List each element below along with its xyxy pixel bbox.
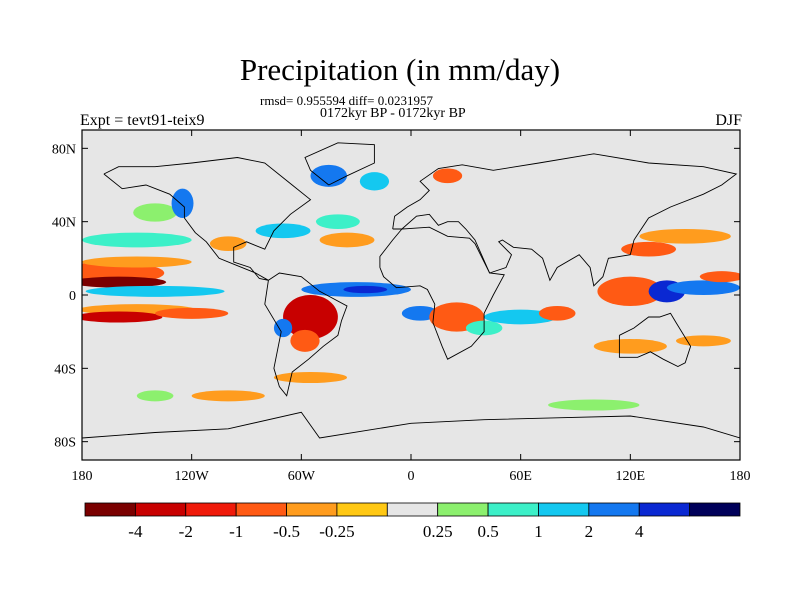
- continent-outline: [264, 272, 348, 397]
- anomaly-region: [343, 285, 388, 294]
- anomaly-region: [155, 307, 229, 319]
- colorbar-swatch: [689, 502, 741, 517]
- anomaly-region: [666, 280, 740, 295]
- colorbar: -4 -2 -1 -0.5 -0.25 0.25 0.5 1 2 4: [84, 502, 741, 541]
- anomaly-region: [699, 271, 740, 283]
- anomaly-region: [597, 276, 664, 307]
- colorbar-swatch: [235, 502, 287, 517]
- anomaly-region: [171, 188, 194, 218]
- anomaly-region: [283, 295, 338, 339]
- precip-anomaly-field: [82, 164, 740, 411]
- anomaly-region: [538, 306, 576, 321]
- y-tick-label: 80N: [52, 142, 76, 157]
- colorbar-swatch: [185, 502, 237, 517]
- x-tick-label: 180: [72, 469, 93, 484]
- anomaly-region: [290, 329, 320, 352]
- y-tick-label: 40N: [52, 216, 76, 231]
- colorbar-swatch: [437, 502, 489, 517]
- colorbar-swatch: [134, 502, 187, 517]
- plot-axes: 180 120W 60W 0 60E 120E 180 80N 40N 0 40S 80S: [52, 129, 751, 484]
- anomaly-region: [621, 241, 677, 257]
- continent-outlines: [82, 142, 740, 439]
- y-tick-label: 80S: [54, 436, 76, 451]
- colorbar-swatch: [638, 502, 691, 517]
- colorbar-label: 1: [534, 522, 543, 541]
- anomaly-region: [593, 339, 667, 354]
- colorbar-swatch: [588, 502, 640, 517]
- experiment-label: Expt = tevt91-teix9: [80, 112, 205, 129]
- anomaly-region: [133, 203, 178, 222]
- chart-title: Precipitation (in mm/day): [239, 52, 561, 87]
- colorbar-label: -0.5: [273, 522, 300, 541]
- y-tick-label: 0: [69, 289, 76, 304]
- x-tick-label: 180: [730, 469, 751, 484]
- colorbar-swatch: [286, 502, 338, 517]
- anomaly-region: [319, 232, 375, 248]
- continent-outline: [392, 153, 738, 287]
- anomaly-region: [255, 223, 311, 239]
- x-tick-label: 0: [408, 469, 415, 484]
- colorbar-label: 4: [635, 522, 644, 541]
- anomaly-region: [273, 372, 348, 383]
- colorbar-swatch: [336, 502, 388, 517]
- anomaly-region: [82, 276, 167, 288]
- stats-line: rmsd= 0.955594 diff= 0.0231957: [260, 93, 433, 108]
- anomaly-region: [82, 311, 163, 323]
- anomaly-region: [82, 232, 192, 248]
- colorbar-swatch: [538, 502, 590, 517]
- continent-outline: [103, 157, 312, 281]
- colorbar-label: -1: [229, 522, 243, 541]
- anomaly-region: [432, 168, 463, 184]
- y-tick-label: 40S: [54, 362, 76, 377]
- colorbar-label: 2: [585, 522, 594, 541]
- anomaly-region: [359, 172, 390, 191]
- colorbar-swatch: [386, 502, 439, 517]
- colorbar-label: -0.25: [319, 522, 354, 541]
- colorbar-swatch: [487, 502, 539, 517]
- continent-outline: [82, 411, 740, 439]
- anomaly-region: [273, 318, 293, 338]
- colorbar-label: -2: [179, 522, 193, 541]
- x-tick-label: 120E: [616, 469, 646, 484]
- anomaly-region: [209, 236, 247, 252]
- anomaly-region: [191, 390, 265, 402]
- continent-outline: [379, 226, 505, 360]
- anomaly-region: [310, 164, 348, 187]
- anomaly-region: [639, 229, 731, 244]
- period-line: 0172kyr BP - 0172kyr BP: [320, 106, 466, 121]
- season-label: DJF: [715, 112, 742, 129]
- anomaly-region: [136, 390, 174, 402]
- x-tick-label: 60E: [509, 469, 532, 484]
- plot-area: [82, 130, 740, 460]
- x-tick-label: 120W: [175, 469, 210, 484]
- continent-outline: [304, 142, 375, 186]
- continent-outline: [618, 312, 692, 368]
- anomaly-region: [676, 335, 731, 347]
- colorbar-label: 0.5: [477, 522, 498, 541]
- anomaly-region: [315, 214, 360, 230]
- x-tick-label: 60W: [288, 469, 316, 484]
- colorbar-label: 0.25: [423, 522, 453, 541]
- anomaly-region: [85, 285, 225, 297]
- anomaly-region: [548, 399, 640, 411]
- colorbar-swatch: [84, 502, 136, 517]
- colorbar-label: -4: [128, 522, 143, 541]
- anomaly-region: [82, 256, 192, 268]
